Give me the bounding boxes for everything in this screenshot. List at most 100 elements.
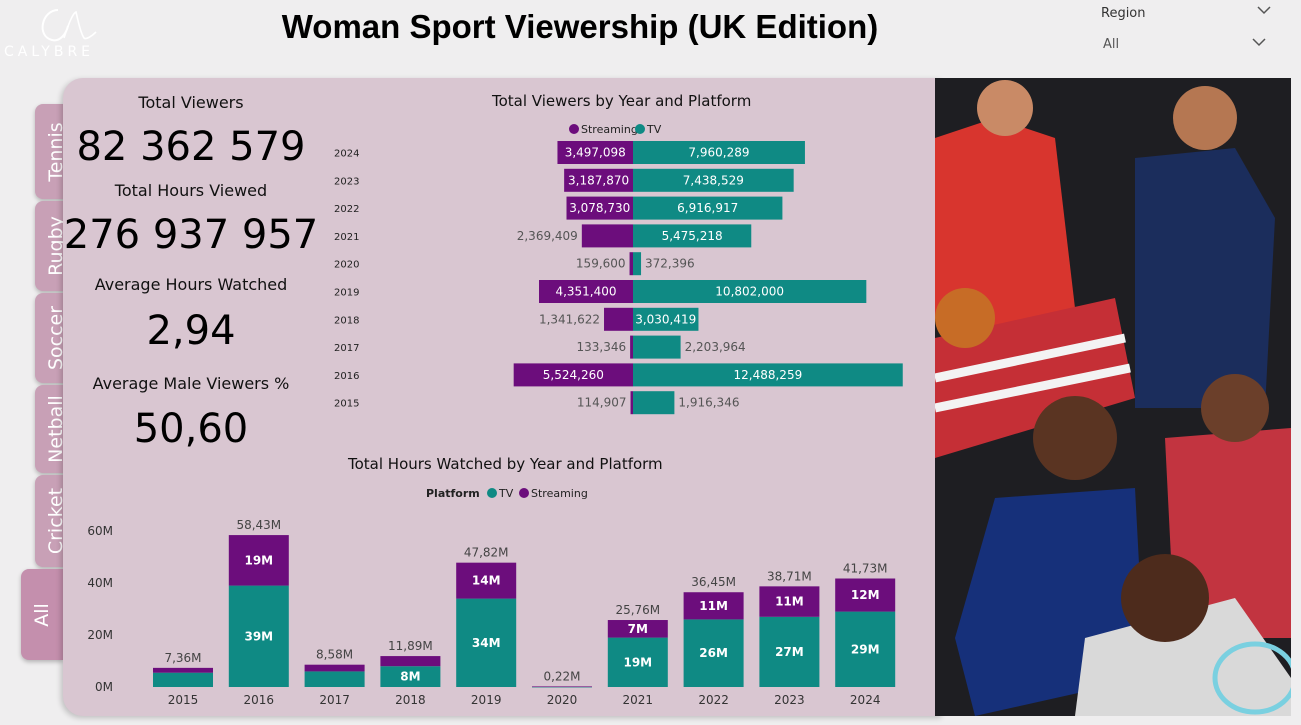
total-value-label: 36,45M: [691, 575, 736, 589]
streaming-bar[interactable]: [513, 363, 633, 387]
streaming-value-label: 3,497,098: [565, 146, 626, 160]
hours-chart-title: Total Hours Watched by Year and Platform: [348, 455, 663, 473]
streaming-bar[interactable]: [380, 656, 441, 667]
x-tick-label: 2017: [319, 693, 350, 707]
total-value-label: 41,73M: [843, 562, 888, 576]
tv-value-label: 7,438,529: [683, 173, 744, 187]
tv-value-label: 5,475,218: [662, 229, 723, 243]
total-value-label: 58,43M: [236, 518, 281, 532]
x-tick-label: 2018: [395, 693, 426, 707]
streaming-bar[interactable]: [683, 592, 744, 620]
streaming-bar[interactable]: [566, 196, 633, 220]
x-tick-label: 2020: [547, 693, 578, 707]
y-tick-label: 20M: [87, 628, 113, 642]
kpi-total-hours-value: 276 937 957: [63, 212, 319, 258]
streaming-value-label: 3,078,730: [569, 201, 630, 215]
tv-bar[interactable]: [607, 637, 668, 687]
kpi-total-viewers-value: 82 362 579: [76, 124, 306, 170]
legend-swatch-streaming: [519, 488, 529, 498]
legend-swatch-tv: [635, 124, 645, 134]
streaming-bar[interactable]: [630, 391, 633, 415]
tv-bar[interactable]: [633, 196, 783, 220]
tv-bar[interactable]: [633, 224, 752, 248]
tv-bar[interactable]: [759, 616, 820, 687]
legend-title: Platform: [426, 487, 480, 500]
tv-bar[interactable]: [228, 585, 289, 687]
tv-value-label: 12,488,259: [734, 368, 803, 382]
kpi-total-viewers-label: Total Viewers: [138, 93, 244, 112]
kpi-avg-hours-label: Average Hours Watched: [94, 275, 288, 294]
legend-label-tv: TV: [646, 123, 662, 136]
streaming-bar[interactable]: [607, 620, 668, 638]
streaming-value-label: 11M: [775, 595, 804, 609]
year-tick-label: 2021: [334, 232, 359, 243]
x-tick-label: 2022: [698, 693, 729, 707]
total-value-label: 0,22M: [543, 669, 580, 683]
streaming-bar[interactable]: [456, 562, 517, 599]
kpi-male-viewers-label: Average Male Viewers %: [92, 374, 290, 393]
region-slicer[interactable]: Region All: [1096, 0, 1286, 70]
streaming-value-label: 1,341,622: [539, 312, 600, 326]
streaming-value-label: 5,524,260: [543, 368, 604, 382]
streaming-bar[interactable]: [304, 664, 365, 672]
streaming-bar[interactable]: [539, 280, 633, 303]
tv-bar[interactable]: [633, 335, 681, 359]
tv-bar[interactable]: [633, 391, 675, 415]
tv-bar[interactable]: [633, 168, 794, 192]
streaming-bar[interactable]: [629, 252, 633, 276]
tab-all[interactable]: All: [21, 569, 63, 660]
year-tick-label: 2023: [334, 176, 359, 187]
streaming-bar[interactable]: [153, 667, 213, 673]
tv-bar[interactable]: [456, 598, 517, 687]
streaming-bar[interactable]: [604, 307, 633, 331]
x-tick-label: 2016: [244, 693, 275, 707]
streaming-bar[interactable]: [228, 535, 289, 586]
tv-value-label: 29M: [851, 642, 880, 656]
tv-value-label: 27M: [775, 645, 804, 659]
tv-bar[interactable]: [633, 307, 699, 331]
tv-bar[interactable]: [633, 141, 805, 164]
athletes-image: [935, 78, 1291, 716]
x-tick-label: 2024: [850, 693, 881, 707]
streaming-bar[interactable]: [581, 224, 633, 248]
streaming-bar[interactable]: [557, 141, 633, 164]
y-tick-label: 0M: [95, 680, 113, 694]
x-tick-label: 2015: [168, 693, 199, 707]
viewers-chart-title: Total Viewers by Year and Platform: [492, 92, 752, 110]
streaming-value-label: 114,907: [577, 396, 627, 410]
tv-value-label: 2,203,964: [685, 340, 746, 354]
streaming-bar[interactable]: [835, 578, 896, 612]
tv-value-label: 372,396: [645, 257, 695, 271]
tv-bar[interactable]: [304, 671, 365, 687]
year-tick-label: 2024: [334, 149, 359, 160]
streaming-bar[interactable]: [630, 335, 633, 359]
tv-value-label: 8M: [400, 670, 420, 684]
streaming-value-label: 159,600: [576, 257, 626, 271]
chevron-down-icon[interactable]: [1256, 4, 1272, 16]
chevron-down-icon[interactable]: [1251, 36, 1267, 48]
year-tick-label: 2017: [334, 343, 359, 354]
region-slicer-value[interactable]: All: [1103, 37, 1120, 52]
x-tick-label: 2019: [471, 693, 502, 707]
streaming-value-label: 12M: [851, 588, 880, 602]
tv-bar[interactable]: [380, 666, 441, 687]
tv-bar[interactable]: [835, 611, 896, 687]
tv-value-label: 26M: [699, 646, 728, 660]
streaming-value-label: 3,187,870: [568, 173, 629, 187]
tv-value-label: 10,802,000: [715, 285, 784, 299]
streaming-bar[interactable]: [759, 586, 820, 617]
tv-bar[interactable]: [633, 363, 903, 387]
calybre-logo: CALYBRE: [4, 4, 122, 62]
tv-bar[interactable]: [633, 252, 642, 276]
streaming-bar[interactable]: [564, 168, 633, 192]
tv-bar[interactable]: [153, 672, 213, 687]
tv-value-label: 7,960,289: [688, 146, 749, 160]
streaming-value-label: 19M: [244, 553, 273, 567]
total-value-label: 38,71M: [767, 569, 812, 583]
total-value-label: 47,82M: [464, 546, 509, 560]
logo-mark-icon: [41, 9, 97, 42]
tv-bar[interactable]: [683, 619, 744, 687]
streaming-bar[interactable]: [532, 686, 592, 688]
tv-bar[interactable]: [633, 280, 867, 303]
